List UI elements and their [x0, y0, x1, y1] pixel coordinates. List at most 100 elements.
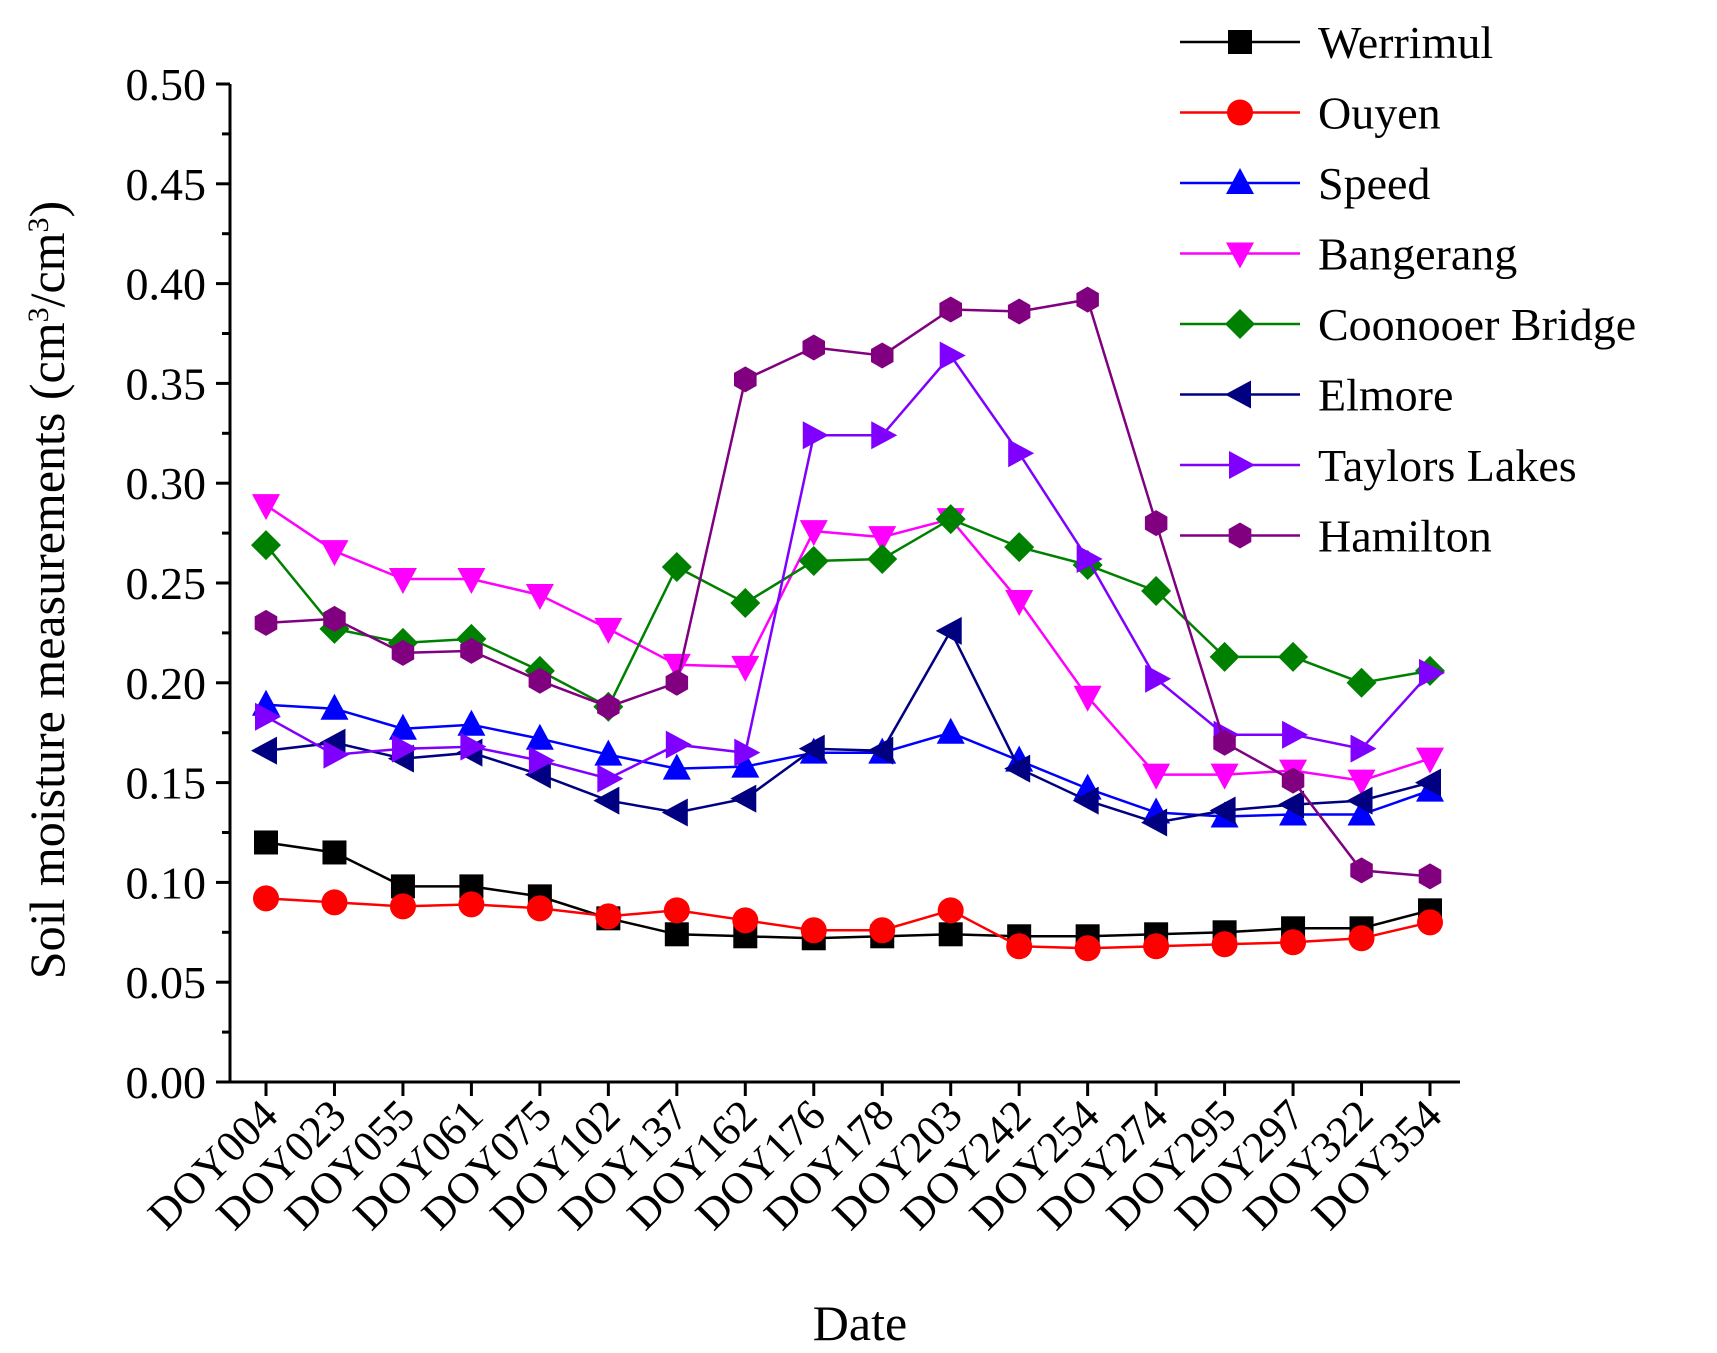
- data-point-elmore: [251, 736, 277, 765]
- data-point-werrimul: [322, 840, 347, 865]
- series-line-hamilton: [265, 298, 1431, 878]
- y-axis: 0.00 0.05 0.10 0.15 0.20 0.25 0.30 0.35 0.40 0.45…: [126, 59, 232, 1108]
- y-tick-label: 0.05: [126, 957, 207, 1008]
- data-point-elmore: [867, 736, 894, 765]
- data-point-taylors-lakes: [665, 730, 692, 759]
- data-point-coonooer-bridge: [251, 530, 281, 561]
- legend-marker-elmore: [1225, 380, 1251, 409]
- y-tick-label: 0.20: [126, 658, 207, 709]
- data-point-hamilton: [460, 637, 483, 664]
- data-point-bangerang: [525, 583, 554, 610]
- series-line-ouyen: [265, 897, 1431, 950]
- data-point-hamilton: [391, 639, 415, 666]
- data-point-hamilton: [254, 609, 278, 636]
- series-coonooer-bridge: [251, 504, 1445, 722]
- data-point-hamilton: [734, 366, 757, 393]
- data-point-hamilton: [323, 605, 346, 632]
- data-point-coonooer-bridge: [661, 552, 692, 583]
- data-point-taylors-lakes: [460, 732, 487, 761]
- data-point-elmore: [798, 734, 825, 763]
- data-point-taylors-lakes: [528, 746, 555, 775]
- y-title-text: Soil moisture measurements (cm: [19, 322, 75, 979]
- legend-label: Speed: [1318, 158, 1430, 209]
- data-point-taylors-lakes: [1350, 734, 1377, 763]
- data-point-elmore: [1346, 786, 1373, 815]
- data-point-werrimul: [254, 830, 278, 855]
- data-point-taylors-lakes: [1076, 545, 1103, 574]
- data-point-bangerang: [1142, 763, 1171, 790]
- data-point-taylors-lakes: [323, 740, 350, 769]
- data-point-elmore: [524, 760, 551, 789]
- legend-label: Coonooer Bridge: [1318, 299, 1636, 350]
- data-point-taylors-lakes: [255, 702, 281, 731]
- series-hamilton: [254, 286, 1442, 890]
- data-point-bangerang: [388, 568, 417, 595]
- legend-entry-speed: Speed: [1180, 158, 1430, 209]
- legend-marker-hamilton: [1228, 522, 1252, 549]
- series-line-werrimul: [265, 841, 1431, 940]
- data-point-elmore: [730, 784, 757, 813]
- data-point-taylors-lakes: [597, 764, 624, 793]
- y-tick-label: 0.00: [126, 1057, 207, 1108]
- data-point-speed: [525, 723, 554, 750]
- data-point-coonooer-bridge: [798, 546, 829, 577]
- data-point-ouyen: [1211, 931, 1238, 958]
- data-point-elmore: [1004, 754, 1031, 783]
- data-point-speed: [936, 717, 965, 744]
- legend-marker-ouyen: [1227, 99, 1253, 126]
- data-point-hamilton: [597, 693, 620, 720]
- legend-label: Hamilton: [1318, 511, 1492, 562]
- legend-marker-werrimul: [1228, 30, 1252, 54]
- data-point-coonooer-bridge: [730, 587, 761, 618]
- y-title-superscript: 3: [22, 307, 55, 322]
- series-line-coonooer-bridge: [265, 517, 1431, 709]
- data-point-hamilton: [802, 334, 825, 361]
- legend-entry-taylors-lakes: Taylors Lakes: [1180, 440, 1577, 491]
- x-axis-title: Date: [813, 1295, 907, 1351]
- data-point-hamilton: [1213, 729, 1236, 756]
- legend-label: Ouyen: [1318, 88, 1441, 139]
- legend-entry-coonooer-bridge: Coonooer Bridge: [1180, 299, 1636, 350]
- legend-marker-bangerang: [1226, 242, 1254, 269]
- y-tick-label: 0.25: [126, 558, 207, 609]
- series-line-bangerang: [265, 504, 1431, 782]
- data-point-bangerang: [868, 526, 897, 553]
- data-point-ouyen: [663, 897, 690, 924]
- legend: Werrimul Ouyen Speed Bangerang Coonooer Brid…: [1180, 17, 1636, 562]
- y-tick-label: 0.30: [126, 458, 207, 509]
- data-point-ouyen: [458, 891, 485, 918]
- data-point-taylors-lakes: [871, 421, 898, 450]
- data-point-taylors-lakes: [1282, 720, 1309, 749]
- data-point-ouyen: [253, 885, 279, 912]
- data-point-ouyen: [732, 907, 759, 934]
- data-point-taylors-lakes: [1419, 658, 1445, 687]
- data-point-hamilton: [1418, 863, 1442, 890]
- data-point-ouyen: [1348, 925, 1375, 952]
- data-point-hamilton: [871, 342, 894, 369]
- data-point-werrimul: [664, 922, 689, 947]
- y-tick-label: 0.50: [126, 59, 207, 110]
- series-ouyen: [253, 885, 1443, 962]
- series-taylors-lakes: [255, 341, 1445, 793]
- data-point-elmore: [1278, 790, 1305, 819]
- data-point-elmore: [1209, 796, 1236, 825]
- data-point-ouyen: [321, 889, 348, 916]
- data-point-taylors-lakes: [391, 734, 418, 763]
- y-title-text: ): [19, 201, 75, 218]
- data-point-elmore: [935, 616, 962, 645]
- data-point-hamilton: [1076, 286, 1099, 313]
- y-tick-label: 0.40: [126, 259, 207, 310]
- legend-marker-coonooer-bridge: [1225, 309, 1255, 339]
- legend-label: Werrimul: [1318, 17, 1493, 68]
- data-point-ouyen: [1280, 929, 1307, 956]
- data-point-bangerang: [662, 653, 691, 680]
- data-point-coonooer-bridge: [1346, 667, 1377, 698]
- data-point-hamilton: [939, 296, 962, 323]
- data-point-coonooer-bridge: [1004, 532, 1035, 563]
- data-point-speed: [662, 753, 691, 780]
- data-point-bangerang: [1210, 763, 1239, 790]
- legend-entry-ouyen: Ouyen: [1180, 88, 1441, 139]
- data-point-hamilton: [1350, 857, 1373, 884]
- series-line-speed: [265, 703, 1431, 818]
- data-point-bangerang: [1005, 589, 1034, 616]
